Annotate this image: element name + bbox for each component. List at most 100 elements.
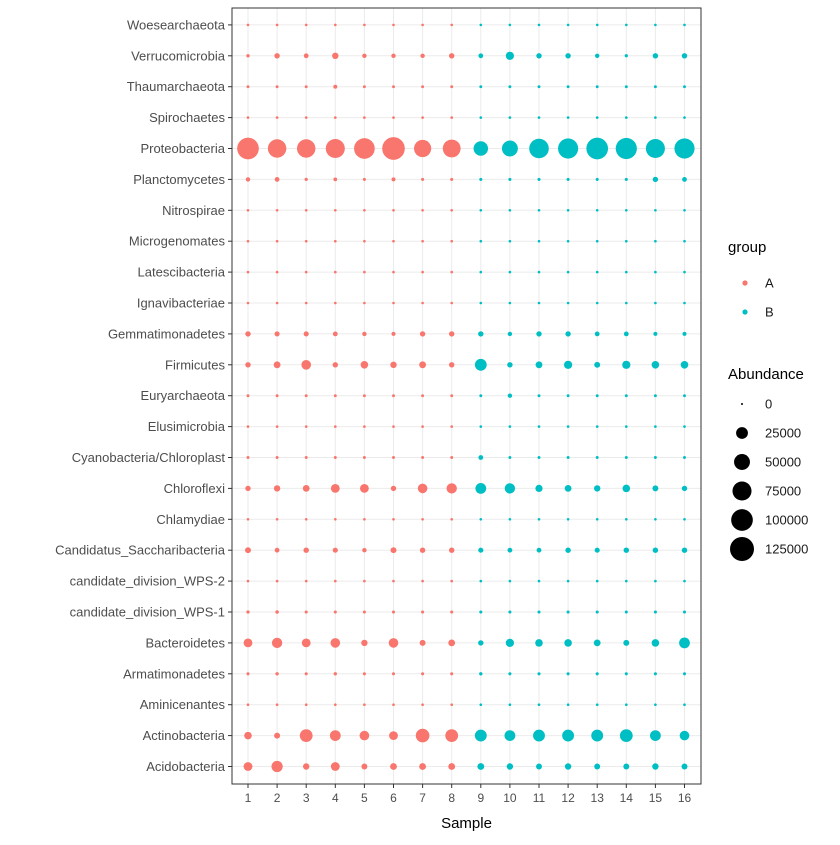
data-point <box>624 579 628 583</box>
data-point <box>595 672 599 676</box>
data-point <box>275 672 279 676</box>
data-point <box>537 208 541 212</box>
data-point <box>537 301 541 305</box>
data-point <box>537 703 541 707</box>
data-point <box>359 483 369 493</box>
data-point <box>653 331 658 336</box>
data-point <box>304 301 308 305</box>
data-point <box>442 139 461 158</box>
data-point <box>392 425 395 428</box>
data-point <box>623 763 630 770</box>
data-point <box>566 85 570 89</box>
data-point <box>594 547 600 553</box>
data-point <box>448 362 455 368</box>
data-point <box>478 640 484 646</box>
y-tick-label: Microgenomates <box>129 234 226 249</box>
data-point <box>654 301 657 305</box>
data-point <box>683 208 686 212</box>
data-point <box>304 456 308 459</box>
data-point <box>421 517 424 521</box>
data-point <box>275 301 279 305</box>
data-point <box>246 579 250 583</box>
data-point <box>654 425 657 428</box>
data-point <box>246 239 250 243</box>
data-point <box>507 393 513 398</box>
data-point <box>535 361 543 369</box>
data-point <box>275 517 279 521</box>
x-tick-label: 2 <box>274 791 281 805</box>
data-point <box>479 672 483 676</box>
data-point <box>650 730 661 741</box>
y-tick-label: Gemmatimonadetes <box>108 326 226 341</box>
data-point <box>652 547 659 553</box>
data-point <box>595 517 599 521</box>
data-point <box>624 23 628 27</box>
y-tick-label: Chloroflexi <box>164 481 226 496</box>
data-point <box>304 270 308 274</box>
data-point <box>508 672 512 676</box>
data-point <box>275 239 279 243</box>
data-point <box>566 394 570 398</box>
data-point <box>275 425 279 428</box>
data-point <box>333 517 337 521</box>
data-point <box>275 703 279 707</box>
data-point <box>623 547 630 553</box>
data-point <box>363 517 366 521</box>
data-point <box>275 610 279 614</box>
y-tick-label: Woesearchaeota <box>127 17 226 32</box>
data-point <box>359 730 370 741</box>
data-point <box>301 359 312 370</box>
data-point <box>558 138 579 159</box>
x-tick-label: 11 <box>533 791 546 805</box>
data-point <box>681 547 688 553</box>
data-point <box>681 763 688 770</box>
data-point <box>389 731 398 741</box>
data-point <box>392 703 395 707</box>
data-point <box>362 547 367 553</box>
data-point <box>363 301 366 305</box>
data-point <box>450 672 454 676</box>
y-tick-label: candidate_division_WPS-2 <box>70 574 225 589</box>
data-point <box>363 703 366 707</box>
data-point <box>325 138 345 159</box>
y-tick-label: Proteobacteria <box>140 141 225 156</box>
y-tick-label: Latescibacteria <box>138 265 226 280</box>
data-point <box>508 456 512 459</box>
data-point <box>595 610 599 614</box>
data-point <box>362 177 366 181</box>
data-point <box>421 394 425 398</box>
data-point <box>536 331 542 337</box>
data-point <box>564 639 572 647</box>
data-point <box>362 85 366 89</box>
data-point <box>537 85 541 89</box>
data-point <box>506 763 514 770</box>
x-tick-label: 4 <box>332 791 339 805</box>
data-point <box>421 208 424 212</box>
data-point <box>566 270 570 274</box>
data-point <box>421 116 424 119</box>
data-point <box>504 730 516 741</box>
data-point <box>683 703 686 707</box>
data-point <box>392 579 395 583</box>
data-point <box>652 176 659 183</box>
data-point <box>392 85 395 89</box>
data-point <box>537 270 541 274</box>
data-point <box>275 456 279 459</box>
data-point <box>508 23 512 27</box>
data-point <box>624 425 628 428</box>
data-point <box>362 672 366 676</box>
data-point <box>535 484 543 493</box>
data-point <box>333 425 337 428</box>
data-point <box>595 177 599 181</box>
data-point <box>566 425 570 428</box>
data-point <box>392 517 395 521</box>
data-point <box>479 85 483 89</box>
data-point <box>419 331 426 337</box>
data-point <box>683 579 686 583</box>
data-point <box>362 456 366 459</box>
data-point <box>529 138 549 159</box>
data-point <box>624 85 628 89</box>
data-point <box>450 270 454 274</box>
data-point <box>245 331 251 337</box>
data-point <box>478 455 484 460</box>
